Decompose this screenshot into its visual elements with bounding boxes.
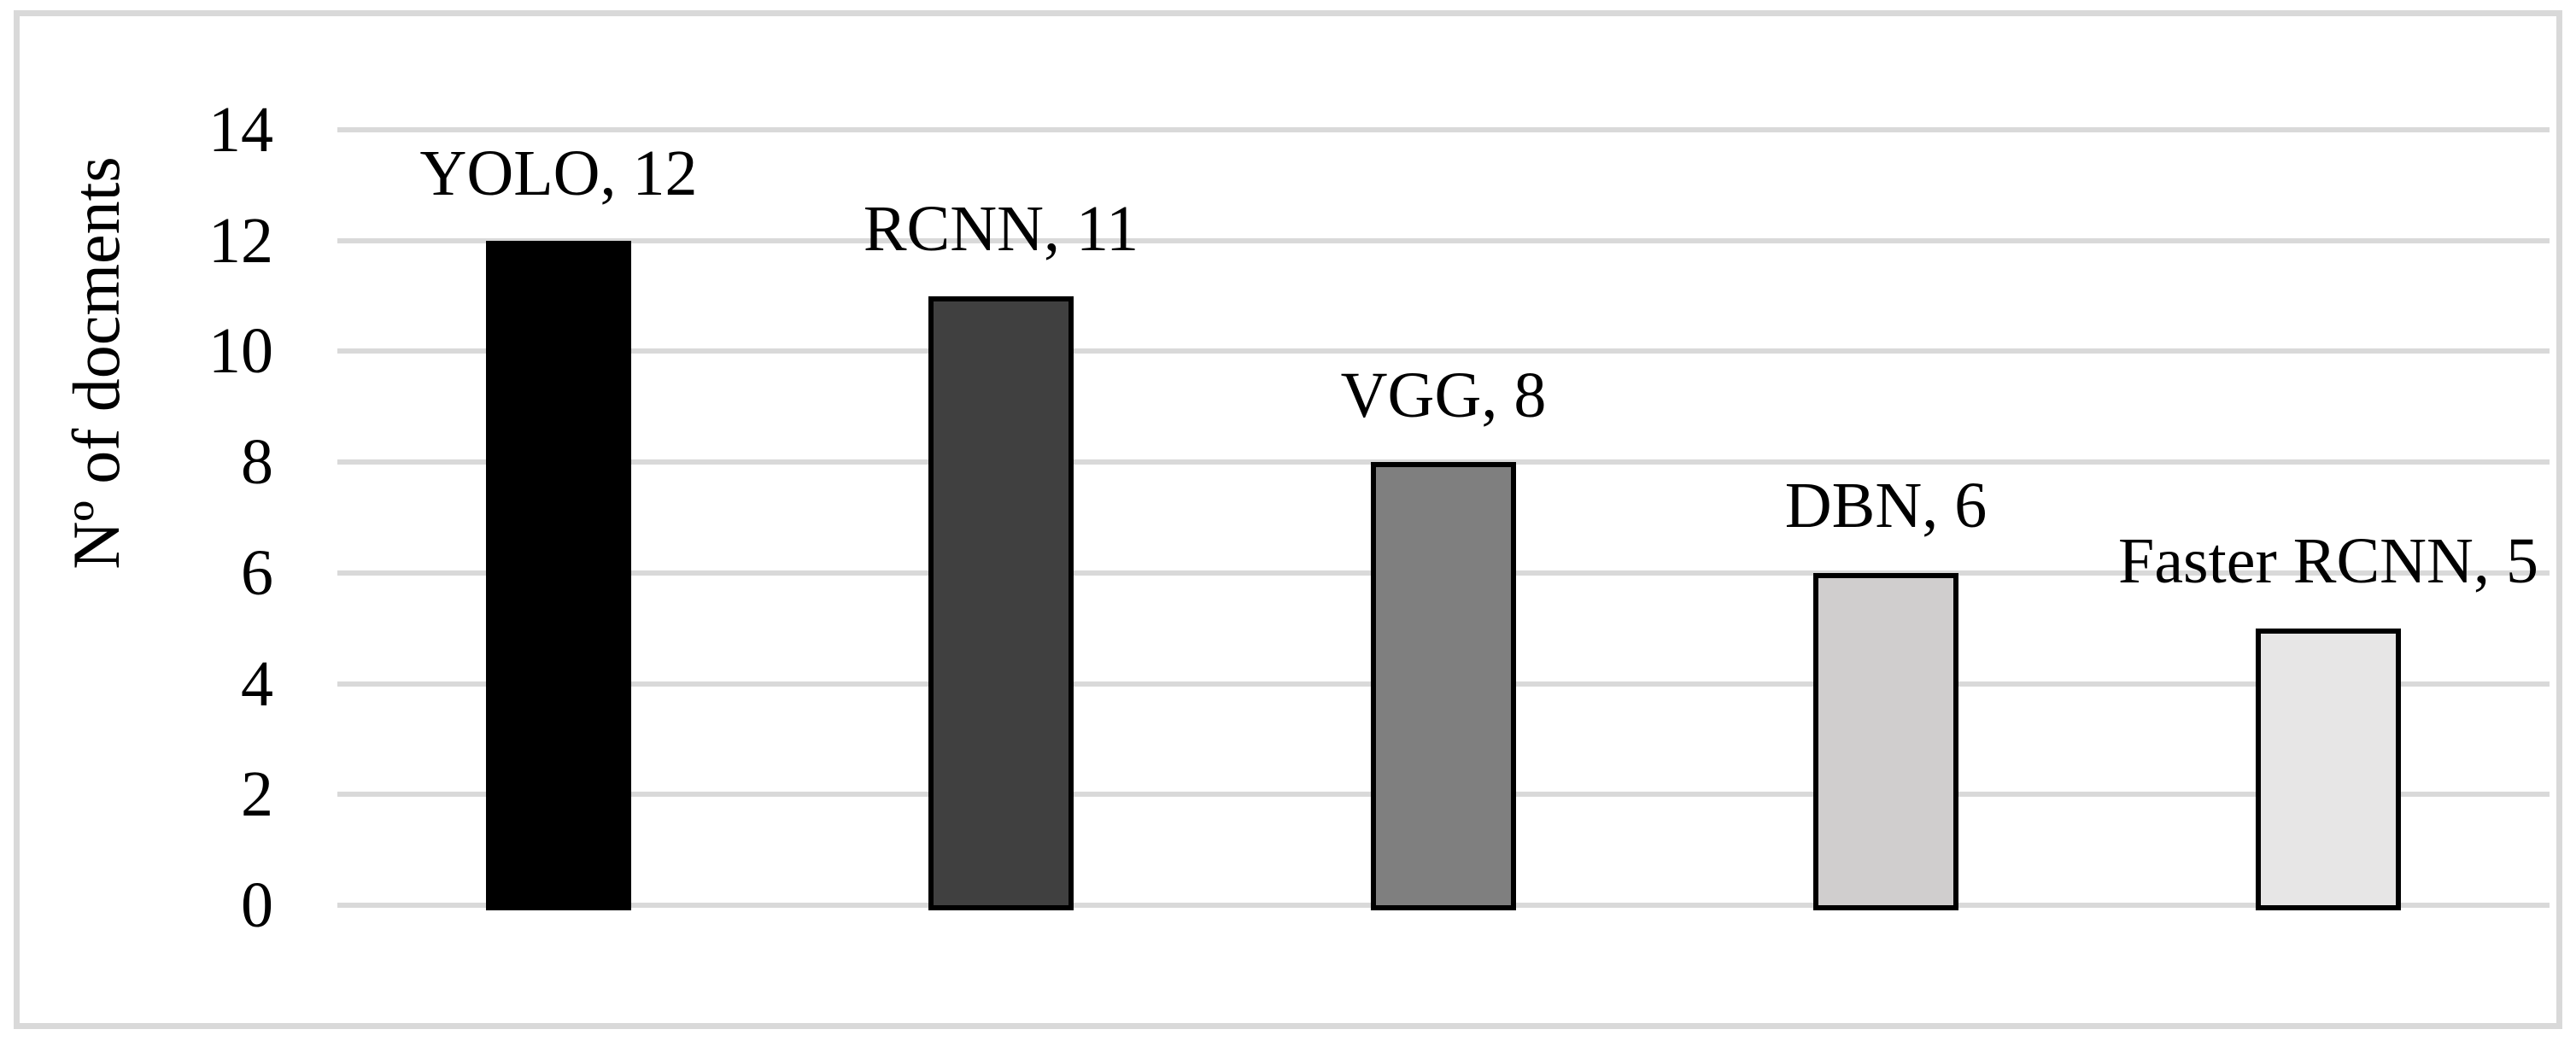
bar-faster-rcnn <box>2256 628 2401 910</box>
chart-border-frame <box>14 10 2562 1029</box>
bar-data-label: DBN, 6 <box>1784 470 1988 542</box>
bar-rcnn <box>928 295 1074 910</box>
bar-data-label: YOLO, 12 <box>419 137 698 210</box>
bar-dbn <box>1813 572 1958 910</box>
gridline <box>337 127 2550 132</box>
bar-data-label: Faster RCNN, 5 <box>2118 525 2538 598</box>
y-axis-tick-label: 6 <box>241 536 273 609</box>
gridline <box>337 348 2550 354</box>
gridline <box>337 237 2550 243</box>
y-axis-tick-label: 10 <box>208 315 273 388</box>
bar-data-label: VGG, 8 <box>1340 359 1547 431</box>
bar-vgg <box>1371 462 1516 910</box>
y-axis-tick-label: 4 <box>241 647 273 720</box>
y-axis-tick-label: 14 <box>208 94 273 166</box>
y-axis-tick-label: 0 <box>241 869 273 941</box>
y-axis-tick-label: 2 <box>241 758 273 831</box>
bar-data-label: RCNN, 11 <box>863 193 1139 266</box>
y-axis-tick-label: 8 <box>241 426 273 499</box>
y-axis-tick-label: 12 <box>208 204 273 277</box>
bar-yolo <box>486 240 631 910</box>
